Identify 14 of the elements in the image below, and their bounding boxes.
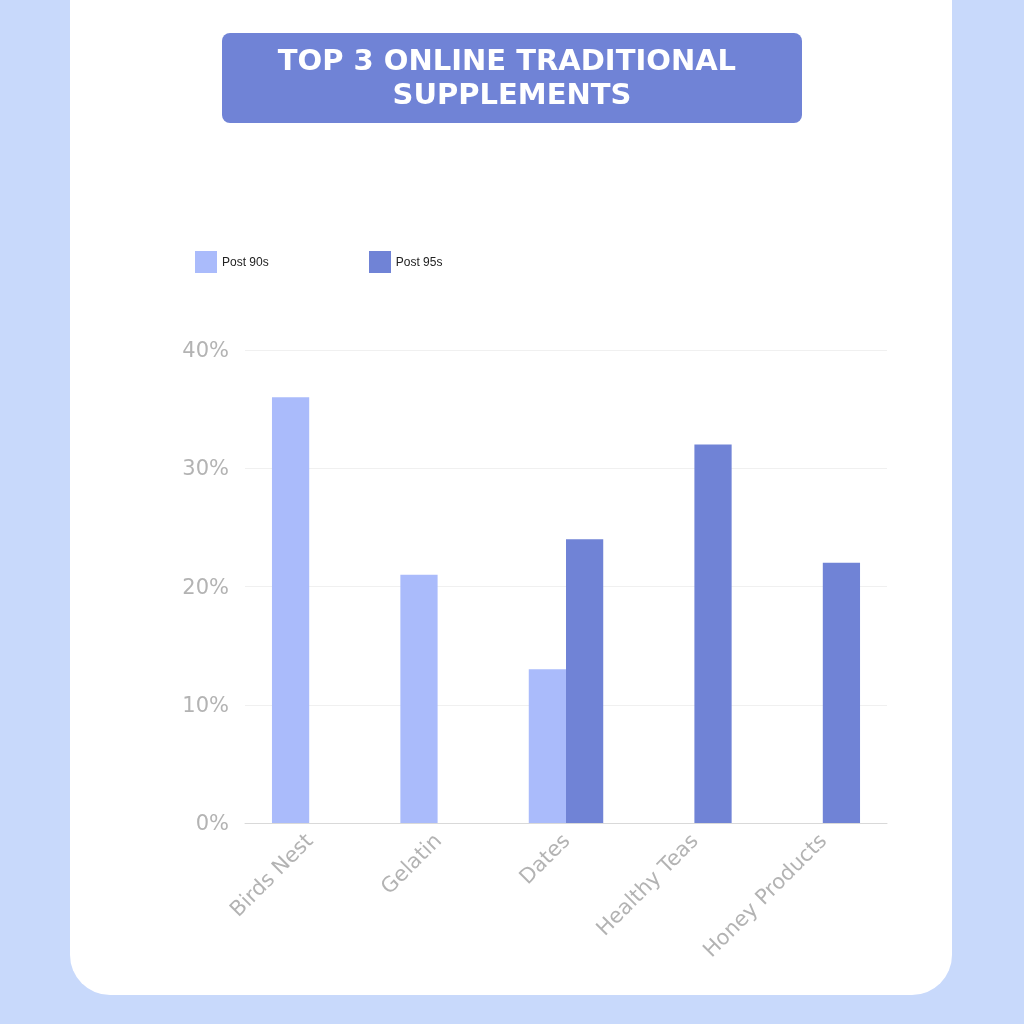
legend-label: Post 90s [222,255,269,269]
bar [528,669,566,823]
y-tick-label: 40% [182,338,229,362]
y-tick-label: 10% [182,692,229,717]
chart-title: TOP 3 ONLINE TRADITIONAL SUPPLEMENTS [277,43,747,111]
y-tick-label: 0% [195,811,229,835]
bar [271,397,310,823]
bar [400,574,438,823]
y-tick-label: 30% [182,456,229,481]
legend-label: Post 95s [395,255,443,269]
bar [694,444,732,823]
y-tick-label: 20% [182,574,229,599]
bar [822,562,861,823]
bar [566,539,604,823]
